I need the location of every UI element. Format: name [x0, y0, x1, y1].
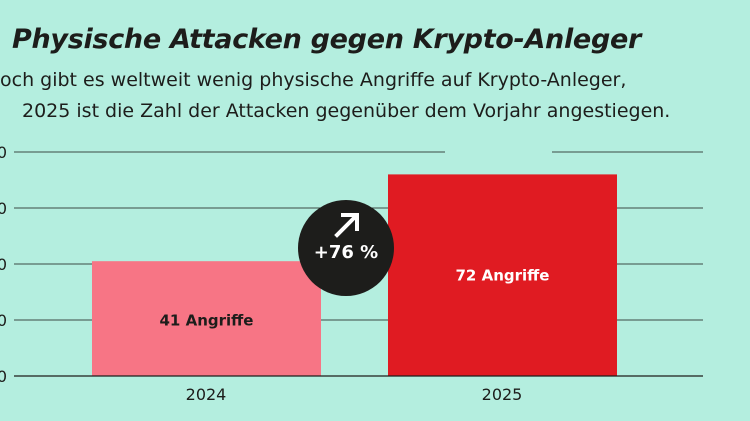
data-label: 41 Angriffe — [160, 312, 254, 330]
y-tick-label: 80 — [0, 143, 7, 162]
bar-2024 — [92, 261, 321, 376]
y-tick-label: 60 — [0, 199, 7, 218]
data-label: 72 Angriffe — [456, 266, 550, 284]
x-tick-label: 2024 — [186, 385, 227, 404]
change-badge — [298, 200, 394, 296]
y-tick-label: 20 — [0, 311, 7, 330]
arrow-up-right-icon — [334, 213, 359, 238]
bar-2025 — [388, 174, 617, 376]
y-tick-label: 0 — [0, 367, 7, 386]
y-tick-label: 40 — [0, 255, 7, 274]
change-label: +76 % — [314, 242, 378, 263]
subtitle-line-1: och gibt es weltweit wenig physische Ang… — [0, 69, 627, 91]
subtitle-line-2: 2025 ist die Zahl der Attacken gegenüber… — [22, 100, 671, 122]
x-tick-label: 2025 — [482, 385, 523, 404]
chart-title: Physische Attacken gegen Krypto-Anleger — [12, 24, 641, 55]
